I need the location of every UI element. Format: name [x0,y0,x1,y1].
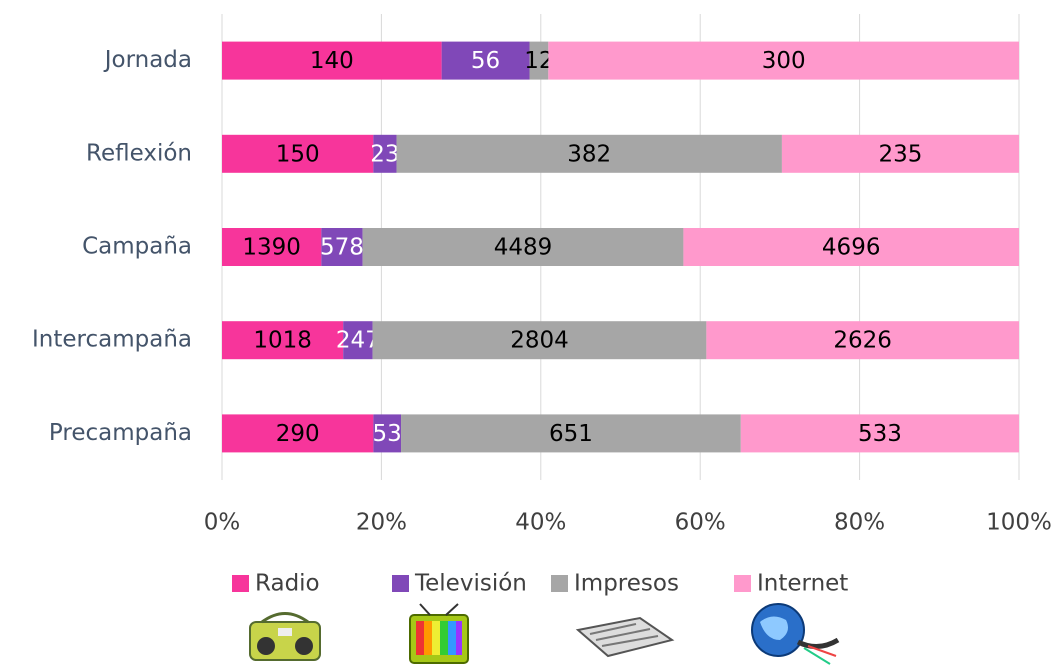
bar-segment [372,321,707,360]
data-label: 247 [336,328,380,354]
bar-segment [529,41,549,80]
data-label: 1390 [242,235,301,261]
bar-segment [222,321,344,360]
bar-segment [343,321,373,360]
bar-segment [362,228,684,266]
data-label: 150 [276,141,320,167]
legend-label: Impresos [574,571,679,597]
legend-swatch [551,575,568,592]
data-label: 382 [567,141,611,167]
data-label: 533 [858,421,902,447]
bar-segment [321,228,363,266]
x-tick-label: 60% [675,510,726,536]
bar-segment [740,414,1019,453]
bar-segment [373,134,397,173]
bar-segment [222,134,374,173]
legend-label: Internet [757,571,848,597]
data-label: 2626 [833,328,892,354]
legend-swatch [392,575,409,592]
x-tick-label: 40% [515,510,566,536]
bar-segment [396,134,782,173]
bar-segment [683,228,1019,266]
legend-swatch [232,575,249,592]
data-label: 23 [370,141,399,167]
x-tick-label: 80% [834,510,885,536]
globe-icon [751,603,840,665]
y-tick-label: Jornada [103,47,192,73]
y-tick-label: Precampaña [49,420,192,446]
bar-segment [706,321,1019,360]
data-label: 578 [320,235,364,261]
data-label: 56 [471,48,500,74]
data-label: 290 [276,421,320,447]
y-tick-label: Reflexión [86,140,192,166]
bar-segment [548,41,1019,80]
radio-icon [249,612,321,661]
bar-segment [781,134,1019,173]
data-label: 2804 [510,328,569,354]
bar-segment [222,41,442,80]
bar-segment [222,228,322,266]
data-label: 4696 [822,235,881,261]
y-tick-label: Campaña [82,234,192,260]
legend-label: Radio [255,571,320,597]
bar-segment [222,414,374,453]
data-label: 300 [762,48,806,74]
bar-segment [401,414,741,453]
data-label: 140 [310,48,354,74]
legend-label: Televisión [414,571,527,597]
bar-segment [373,414,402,453]
data-label: 235 [879,141,923,167]
y-tick-label: Intercampaña [32,327,192,353]
newspaper-icon [575,616,675,658]
data-label: 4489 [494,235,553,261]
icons [249,603,840,665]
data-label: 53 [373,421,402,447]
x-tick-label: 100% [986,510,1052,536]
bar-segment [441,41,530,80]
data-label: 1018 [253,328,312,354]
x-tick-label: 0% [204,510,241,536]
data-label: 651 [549,421,593,447]
legend-swatch [734,575,751,592]
tv-icon [409,603,469,664]
x-tick-label: 20% [356,510,407,536]
